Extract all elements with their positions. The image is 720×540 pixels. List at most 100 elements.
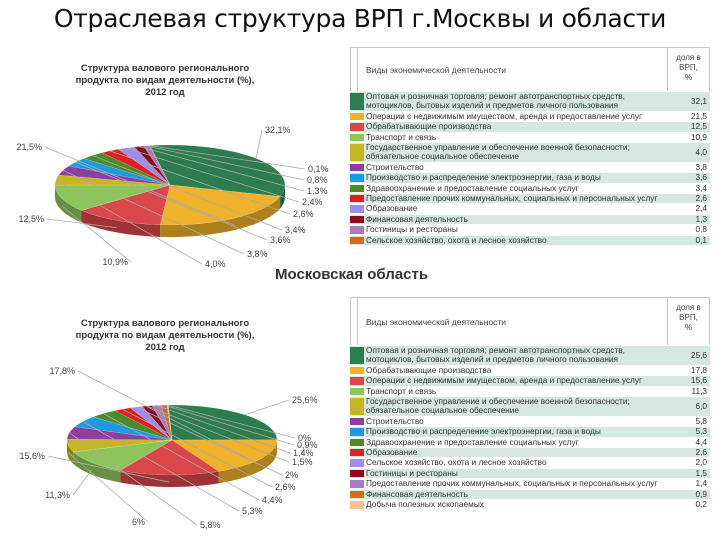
- share-value: 0,1: [695, 234, 707, 245]
- label-leader-line: [136, 406, 283, 476]
- activity-name: Предоставление прочих коммунальных, соци…: [366, 193, 658, 204]
- pie-slice: [129, 406, 173, 441]
- pie-data-label: 25,6%: [292, 395, 318, 405]
- pie-data-label: 0,9%: [297, 440, 318, 450]
- share-value: 2,0: [695, 457, 707, 468]
- header-value-line: доля в: [676, 53, 701, 62]
- legend-swatch: [350, 377, 364, 385]
- label-leader-line: [68, 452, 149, 523]
- pie-data-label: 0,1%: [308, 164, 329, 174]
- activity-name: Здравоохранение и предоставление социаль…: [366, 182, 579, 193]
- pie-data-label: 11,3%: [45, 490, 70, 500]
- activity-name: Добыча полезных ископаемых: [366, 499, 484, 510]
- pie-slice: [66, 438, 173, 453]
- label-leader-line: [55, 179, 203, 265]
- legend-swatch: [350, 490, 364, 499]
- share-value: 4,0: [695, 146, 707, 157]
- label-leader-line: [44, 146, 235, 226]
- pie-slice: [80, 184, 171, 226]
- header-name: Виды экономической деятельности: [366, 316, 507, 327]
- table-row: Государственное управление и обеспечение…: [350, 142, 710, 162]
- table-row: Производство и распределение электроэнер…: [350, 426, 710, 437]
- pie-slice: [68, 158, 171, 186]
- pie-slice: [114, 407, 173, 441]
- legend-swatch: [350, 480, 364, 488]
- pie-slice-side: [55, 185, 82, 223]
- legend-swatch: [350, 133, 364, 142]
- label-leader-line: [255, 129, 263, 159]
- share-value: 1,5: [695, 467, 707, 478]
- table-body: Оптовая и розничная торговля; ремонт авт…: [350, 345, 710, 510]
- label-leader-line: [244, 399, 290, 416]
- pie-data-label: 5,8%: [200, 520, 221, 530]
- activity-name: Гостиницы и рестораны: [366, 224, 458, 235]
- pie-data-label: 6%: [132, 517, 145, 527]
- label-leader-line: [167, 404, 296, 439]
- share-value: 10,9: [690, 131, 707, 142]
- activity-name: Государственное управление и обеспечение…: [366, 396, 630, 416]
- label-leader-line: [163, 404, 295, 446]
- share-value: 17,8: [690, 364, 707, 375]
- table-row: Строительство 3,8: [350, 161, 710, 172]
- activity-name: Оптовая и розничная торговля; ремонт авт…: [366, 345, 625, 365]
- label-leader-line: [61, 205, 132, 263]
- table-row: Предоставление прочих коммунальных, соци…: [350, 478, 710, 488]
- label-leader-line: [109, 150, 291, 215]
- share-value: 12,5: [690, 121, 707, 132]
- activity-name: Обрабатывающие производства: [366, 364, 492, 375]
- share-value: 25,6: [690, 349, 707, 360]
- pie-data-label: 12,5%: [18, 214, 44, 224]
- pie-data-label: 2,6%: [293, 209, 314, 219]
- chart-title-line: продукта по видам деятельности (%),: [75, 75, 255, 86]
- share-value: 4,4: [695, 436, 707, 447]
- pie-data-label: 10,9%: [102, 257, 128, 267]
- legend-swatch: [350, 347, 364, 364]
- pie-slice: [159, 184, 281, 226]
- legend-swatch: [350, 93, 364, 110]
- activity-name: Финансовая деятельность: [366, 213, 468, 224]
- header-name-cell: Виды экономической деятельности: [357, 48, 667, 91]
- activity-name: Гостиницы и рестораны: [366, 467, 458, 478]
- table-row: Обрабатывающие производства 17,8: [350, 364, 710, 375]
- table-row: Строительство 5,8: [350, 415, 710, 426]
- table-row: Транспорт и связь 11,3: [350, 385, 710, 396]
- pie-data-label: 4,4%: [262, 495, 283, 505]
- table-row: Предоставление прочих коммунальных, соци…: [350, 193, 710, 204]
- moscow-chart-title: Структура валового регионального продукт…: [60, 63, 270, 99]
- share-value: 6,0: [695, 400, 707, 411]
- pie-data-label: 2%: [285, 470, 298, 480]
- moscow-table: Виды экономической деятельности доля в В…: [350, 47, 710, 246]
- label-leader-line: [149, 145, 306, 170]
- activity-name: Сельское хозяйство, охота и лесное хозяй…: [366, 234, 547, 245]
- activity-name: Производство и распределение электроэнер…: [366, 426, 601, 437]
- table-row: Государственное управление и обеспечение…: [350, 396, 710, 416]
- legend-swatch: [350, 226, 364, 234]
- pie-slice: [92, 410, 173, 441]
- chart-title-line: 2012 год: [145, 87, 185, 98]
- pie-slice: [171, 439, 278, 472]
- activity-name: Финансовая деятельность: [366, 488, 468, 499]
- table-row: Производство и распределение электроэнер…: [350, 172, 710, 183]
- table-header: Виды экономической деятельности доля в В…: [350, 47, 710, 91]
- activity-name: Государственное управление и обеспечение…: [366, 142, 630, 162]
- pie-data-label: 2,6%: [275, 482, 296, 492]
- pie-slice-side: [73, 451, 121, 483]
- legend-swatch: [350, 417, 364, 426]
- legend-swatch: [350, 205, 364, 213]
- legend-swatch: [350, 438, 364, 447]
- pie-data-label: 1,4%: [293, 448, 314, 458]
- activity-name: Здравоохранение и предоставление социаль…: [366, 436, 579, 447]
- table-row: Финансовая деятельность 1,3: [350, 213, 710, 225]
- header-name: Виды экономической деятельности: [366, 64, 507, 75]
- table-row: Гостиницы и рестораны 1,5: [350, 467, 710, 479]
- region-heading: Московская область: [275, 266, 429, 283]
- table-row: Операции с недвижимым имуществом, аренда…: [350, 110, 710, 121]
- table-row: Гостиницы и рестораны 0,8: [350, 224, 710, 234]
- oblast-chart-title: Структура валового регионального продукт…: [60, 318, 270, 354]
- pie-data-label: 15,6%: [19, 451, 45, 461]
- share-value: 2,4: [695, 203, 707, 214]
- label-leader-line: [46, 218, 117, 229]
- activity-name: Сельское хозяйство, охота и лесное хозяй…: [366, 457, 547, 468]
- pie-slice-side: [160, 196, 281, 237]
- label-leader-line: [126, 147, 300, 203]
